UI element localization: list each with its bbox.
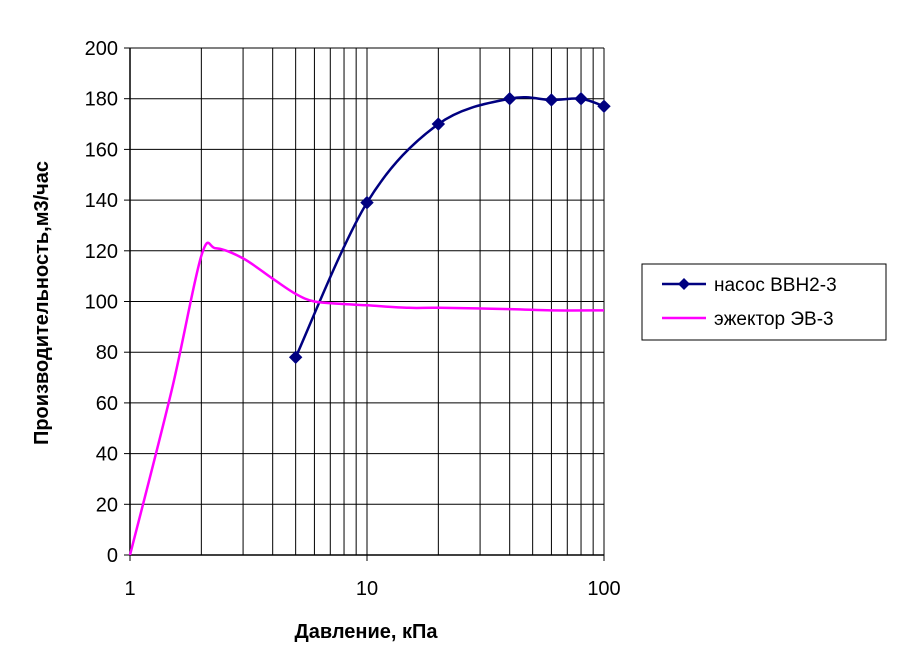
data-point-marker <box>431 117 446 131</box>
data-point-marker <box>574 91 588 106</box>
data-point-marker <box>544 93 559 107</box>
y-tick-label: 60 <box>96 393 118 415</box>
data-point-marker <box>360 195 374 210</box>
tick-labels: 0 20 40 60 80 100 120 140 160 180 200 1 10 100 <box>85 38 621 600</box>
y-axis-title: Производительность,м3/час <box>31 161 53 445</box>
y-tick-label: 120 <box>85 241 118 263</box>
x-axis-title: Давление, кПа <box>294 621 438 643</box>
y-tick-label: 80 <box>96 342 118 364</box>
legend-label-pump: насос ВВН2-3 <box>714 275 837 296</box>
y-tick-label: 140 <box>85 190 118 212</box>
y-tick-label: 100 <box>85 292 118 314</box>
grid <box>124 47 605 561</box>
series-layer <box>128 91 611 556</box>
legend-label-ejector: эжектор ЭВ-3 <box>714 309 834 330</box>
y-tick-label: 160 <box>85 139 118 161</box>
y-tick-label: 180 <box>85 89 118 111</box>
data-point-marker <box>502 91 517 106</box>
legend-box <box>641 263 887 341</box>
series-line-0 <box>294 95 605 358</box>
y-tick-label: 200 <box>85 38 118 60</box>
data-point-marker <box>597 99 611 114</box>
x-tick-label: 1 <box>124 578 135 600</box>
data-point-marker <box>288 350 303 364</box>
legend: насос ВВН2-3 эжектор ЭВ-3 <box>641 263 887 341</box>
y-tick-label: 20 <box>96 494 118 516</box>
x-tick-label: 100 <box>587 578 620 600</box>
y-tick-label: 0 <box>107 545 118 567</box>
series-line-1 <box>128 241 605 556</box>
legend-marker-pump <box>678 278 690 290</box>
y-tick-label: 40 <box>96 444 118 466</box>
x-tick-label: 10 <box>356 578 378 600</box>
